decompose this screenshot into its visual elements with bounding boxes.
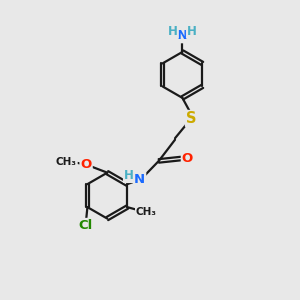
Text: H: H (187, 25, 197, 38)
Text: CH₃: CH₃ (136, 206, 157, 217)
Text: H: H (124, 169, 134, 182)
Text: Cl: Cl (78, 219, 92, 232)
Text: O: O (182, 152, 193, 165)
Text: CH₃: CH₃ (56, 157, 77, 167)
Text: S: S (186, 111, 196, 126)
Text: H: H (168, 25, 178, 38)
Text: N: N (134, 172, 145, 186)
Text: O: O (80, 158, 92, 171)
Text: N: N (177, 29, 188, 42)
